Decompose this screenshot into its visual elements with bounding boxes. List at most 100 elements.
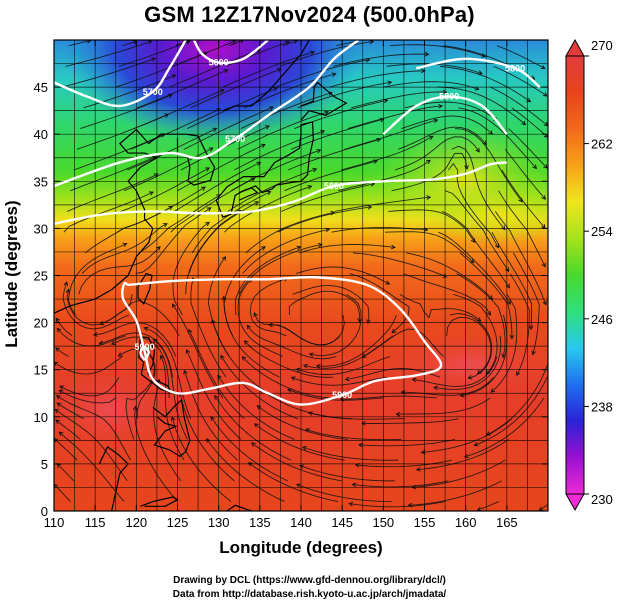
- streamline: [206, 438, 285, 502]
- streamline: [127, 128, 217, 171]
- streamline: [173, 161, 261, 212]
- borneo-north: [98, 446, 129, 511]
- streamline: [496, 45, 545, 69]
- x-tick-label: 165: [496, 515, 518, 530]
- streamline: [63, 191, 154, 233]
- chart-title: GSM 12Z17Nov2024 (500.0hPa): [144, 2, 475, 27]
- streamline: [93, 322, 177, 357]
- y-tick-label: 0: [41, 504, 48, 519]
- streamline-arrowhead: [316, 149, 322, 154]
- streamline: [459, 252, 513, 339]
- streamline-arrowhead: [426, 195, 432, 200]
- streamline-arrowhead: [309, 50, 315, 56]
- streamline: [539, 503, 548, 511]
- streamline: [230, 149, 321, 192]
- streamline: [62, 281, 130, 330]
- streamline-arrowhead: [110, 340, 116, 345]
- streamline: [125, 352, 155, 440]
- streamline: [172, 40, 236, 67]
- streamline-arrowhead: [253, 312, 258, 318]
- streamline: [508, 128, 548, 169]
- streamline: [254, 423, 345, 461]
- streamline: [153, 379, 182, 482]
- streamline-arrowhead: [433, 385, 438, 391]
- streamline: [486, 362, 548, 436]
- streamline: [169, 48, 260, 88]
- x-tick-label: 145: [331, 515, 353, 530]
- streamline-arrowhead: [543, 164, 548, 169]
- streamline: [352, 480, 449, 488]
- streamline-arrowhead: [307, 411, 313, 416]
- streamline: [191, 191, 271, 254]
- streamline-arrowhead: [205, 221, 210, 227]
- streamline: [391, 152, 468, 192]
- streamline: [490, 86, 548, 127]
- streamline: [281, 183, 375, 212]
- streamline-arrowhead: [486, 311, 491, 316]
- streamline-arrowhead: [295, 483, 301, 488]
- streamline: [99, 332, 174, 378]
- russia-coast: [222, 40, 310, 112]
- streamline: [329, 70, 425, 88]
- streamline: [389, 44, 486, 57]
- colorbar-max-arrow: [565, 38, 585, 57]
- streamline-arrowhead: [214, 394, 219, 400]
- streamline-arrowhead: [459, 392, 465, 398]
- streamline: [287, 138, 381, 171]
- streamline-arrowhead: [315, 363, 321, 369]
- streamline-arrowhead: [411, 377, 417, 383]
- contour-label: 5800: [505, 63, 525, 73]
- streamline-arrowhead: [415, 467, 421, 472]
- streamline: [118, 40, 190, 67]
- streamline-arrowhead: [250, 442, 256, 447]
- streamline: [344, 119, 438, 150]
- contour-label: 5800: [324, 181, 344, 191]
- streamline: [295, 266, 390, 285]
- luzon: [138, 336, 173, 394]
- streamline-arrowhead: [518, 197, 523, 203]
- streamline: [406, 252, 493, 300]
- streamline-arrowhead: [516, 371, 521, 377]
- contour-line: [192, 40, 269, 65]
- streamline-arrowhead: [421, 68, 426, 74]
- streamline: [55, 318, 73, 337]
- contour-line: [139, 345, 150, 361]
- streamline: [416, 439, 509, 471]
- streamline-arrowhead: [358, 442, 363, 448]
- contour-line: [121, 275, 443, 406]
- streamline-arrowhead: [407, 502, 413, 508]
- streamline-arrowhead: [473, 442, 479, 447]
- streamline-arrowhead: [260, 143, 266, 148]
- streamline-arrowhead: [542, 300, 547, 306]
- streamline-arrowhead: [433, 118, 439, 124]
- streamline-arrowhead: [307, 185, 313, 190]
- visayas-mindanao: [152, 398, 191, 458]
- streamline-arrowhead: [287, 388, 293, 393]
- streamline-arrowhead: [469, 258, 475, 264]
- streamline: [172, 303, 224, 399]
- streamline: [160, 355, 185, 461]
- credit-drawing: Drawing by DCL (https://www.gfd-dennou.o…: [173, 575, 446, 586]
- streamline-arrowhead: [426, 159, 431, 165]
- streamline: [340, 395, 437, 400]
- streamline-arrowhead: [212, 127, 218, 132]
- streamline-arrowhead: [494, 243, 499, 249]
- streamline-arrowhead: [542, 92, 548, 97]
- colorbar-tick-label: 262: [591, 137, 613, 152]
- streamline: [217, 375, 295, 440]
- streamline-arrowhead: [59, 385, 65, 390]
- streamline-arrowhead: [424, 51, 430, 57]
- streamline: [245, 211, 335, 254]
- streamline: [433, 335, 502, 390]
- streamline-arrowhead: [247, 462, 253, 467]
- streamline: [513, 252, 540, 355]
- streamline: [242, 228, 330, 274]
- streamline: [331, 227, 428, 233]
- streamline-arrowhead: [532, 164, 537, 170]
- streamline-arrowhead: [538, 506, 544, 511]
- streamline-arrowhead: [56, 327, 62, 333]
- streamline: [282, 40, 298, 47]
- streamline: [352, 252, 447, 278]
- streamline-arrowhead: [361, 421, 366, 426]
- streamline: [251, 442, 342, 482]
